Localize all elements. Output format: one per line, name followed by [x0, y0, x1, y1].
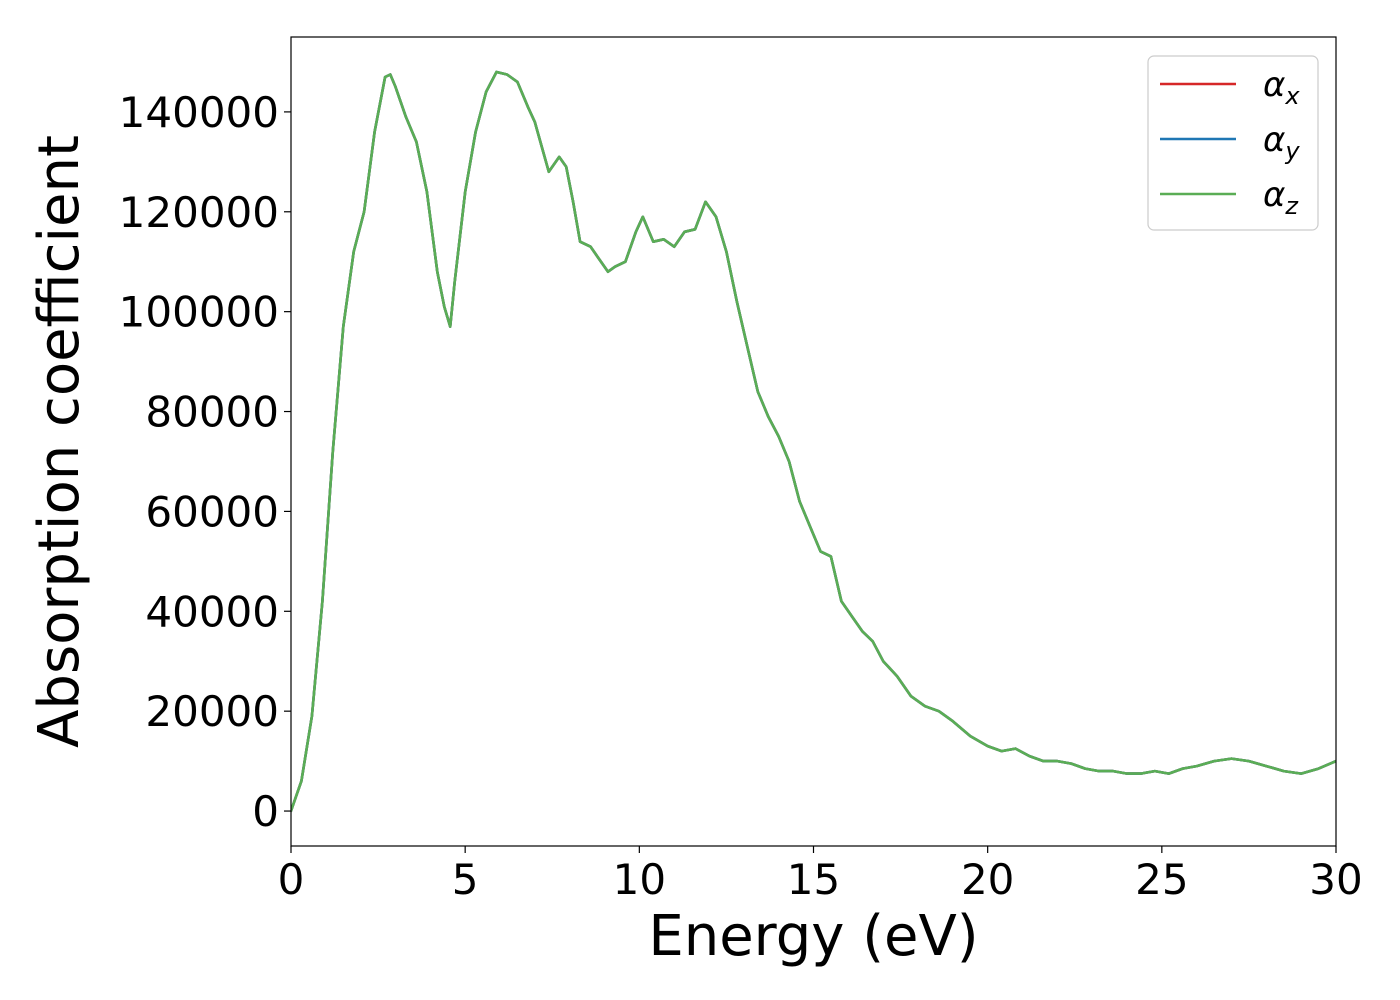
- y-tick-label: 60000: [145, 487, 279, 536]
- legend-label-sub: y: [1284, 137, 1300, 165]
- legend-label-z: αz: [1263, 175, 1299, 220]
- x-tick-label: 10: [613, 855, 666, 904]
- x-tick-label: 5: [452, 855, 479, 904]
- legend-label-main: α: [1263, 175, 1285, 215]
- y-axis-label: Absorption coefficient: [27, 135, 92, 748]
- y-tick-label: 40000: [145, 587, 279, 636]
- y-tick-label: 20000: [145, 687, 279, 736]
- legend-label-sub: x: [1284, 82, 1300, 110]
- x-tick-label: 0: [278, 855, 305, 904]
- x-axis-ticks: 0 5 10 15 20 25 30: [278, 846, 1363, 904]
- legend-label-main: α: [1263, 65, 1285, 105]
- x-axis-label: Energy (eV): [648, 904, 978, 969]
- series-layer: [291, 70, 1336, 813]
- x-tick-label: 20: [961, 855, 1014, 904]
- x-tick-label: 15: [787, 855, 840, 904]
- y-tick-label: 80000: [145, 388, 279, 437]
- legend-label-main: α: [1263, 120, 1285, 160]
- x-tick-label: 30: [1309, 855, 1362, 904]
- y-tick-label: 100000: [119, 288, 279, 337]
- legend-label-y: αy: [1263, 120, 1300, 165]
- y-axis-ticks: 0 20000 40000 60000 80000 100000 120000 140000: [119, 88, 291, 836]
- series-line-z: [291, 70, 1336, 813]
- y-tick-label: 0: [252, 787, 279, 836]
- x-tick-label: 25: [1135, 855, 1188, 904]
- y-tick-label: 120000: [119, 188, 279, 237]
- legend-label-x: αx: [1263, 65, 1300, 110]
- plot-area: [290, 36, 1337, 847]
- legend-label-sub: z: [1284, 192, 1299, 220]
- y-tick-label: 140000: [119, 88, 279, 137]
- legend-box: [1147, 55, 1319, 231]
